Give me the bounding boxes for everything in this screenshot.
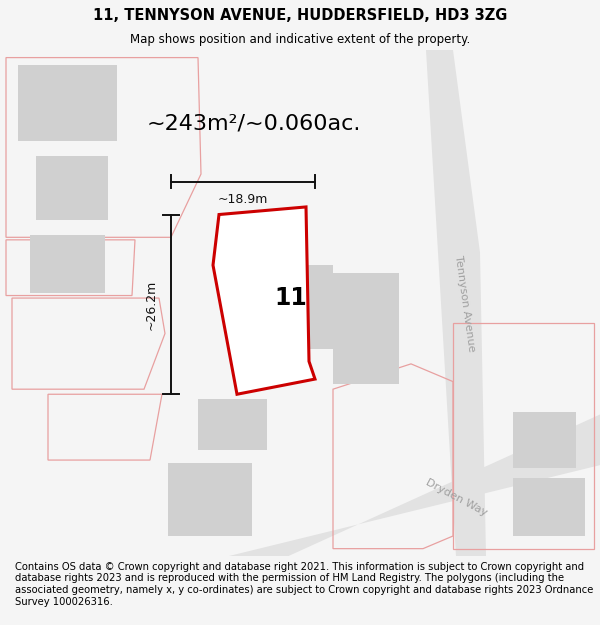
Text: ~243m²/~0.060ac.: ~243m²/~0.060ac. (147, 113, 361, 133)
Polygon shape (213, 207, 315, 394)
Polygon shape (168, 462, 252, 536)
Polygon shape (333, 272, 399, 384)
Text: Dryden Way: Dryden Way (424, 478, 488, 518)
Text: ~18.9m: ~18.9m (218, 192, 268, 206)
Text: Tennyson Avenue: Tennyson Avenue (453, 254, 477, 352)
Polygon shape (36, 156, 108, 219)
Polygon shape (513, 478, 585, 536)
Polygon shape (198, 399, 267, 450)
Text: 11: 11 (274, 286, 307, 311)
Text: Contains OS data © Crown copyright and database right 2021. This information is : Contains OS data © Crown copyright and d… (15, 562, 593, 606)
Polygon shape (513, 412, 576, 468)
Polygon shape (18, 65, 117, 141)
Text: ~26.2m: ~26.2m (145, 279, 158, 329)
Polygon shape (30, 235, 105, 293)
Polygon shape (228, 414, 600, 556)
Polygon shape (252, 265, 333, 349)
Text: Map shows position and indicative extent of the property.: Map shows position and indicative extent… (130, 32, 470, 46)
Polygon shape (426, 50, 486, 556)
Text: 11, TENNYSON AVENUE, HUDDERSFIELD, HD3 3ZG: 11, TENNYSON AVENUE, HUDDERSFIELD, HD3 3… (93, 8, 507, 22)
